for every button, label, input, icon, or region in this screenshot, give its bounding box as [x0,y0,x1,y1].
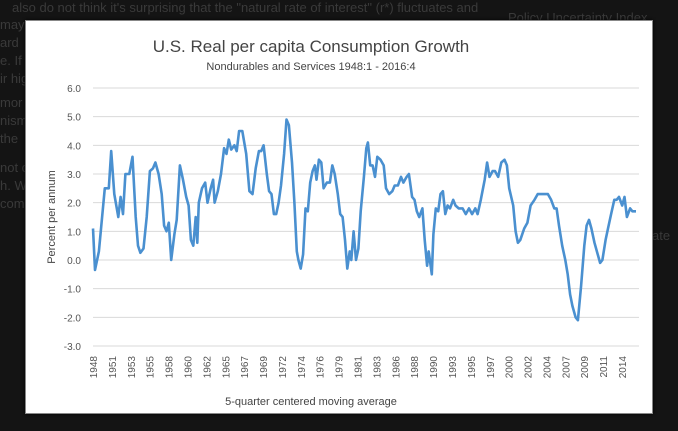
x-tick-label: 1993 [448,356,459,379]
y-tick-label: -3.0 [64,342,82,353]
background-sidebar-fragment: ate [652,228,671,243]
chart-title: U.S. Real per capita Consumption Growth [153,37,470,56]
x-tick-label: 2007 [561,356,572,379]
x-tick-label: 1969 [259,356,270,379]
background-text-line: com [0,196,25,211]
background-text-line: h. W [0,178,27,193]
x-tick-label: 2011 [599,356,610,378]
x-tick-label: 2004 [542,356,553,379]
y-tick-label: -1.0 [64,285,82,296]
x-tick-label: 1960 [183,356,194,379]
background-text-line: also do not think it's surprising that t… [12,0,479,15]
x-tick-label: 1983 [372,356,383,379]
x-tick-label: 1953 [127,356,138,379]
y-tick-label: 0.0 [67,256,81,267]
x-tick-label: 1997 [486,356,497,379]
y-tick-label: 4.0 [67,141,81,152]
x-tick-label: 2014 [618,356,629,379]
background-text-line: not c [0,160,29,175]
x-tick-label: 1955 [146,356,157,379]
x-tick-label: 2002 [524,356,535,379]
x-tick-label: 1965 [221,356,232,379]
background-text-line: e. If [0,53,22,68]
y-tick-label: -2.0 [64,313,82,324]
y-tick-label: 2.0 [67,199,81,210]
chart-subtitle: Nondurables and Services 1948:1 - 2016:4 [206,61,415,73]
x-tick-label: 2000 [505,356,516,379]
x-tick-label: 1979 [335,356,346,379]
x-axis-label: 5-quarter centered moving average [225,396,397,408]
x-tick-label: 1988 [410,356,421,379]
background-text-line: may [0,17,25,32]
x-tick-label: 1986 [391,356,402,379]
x-tick-label: 1995 [467,356,478,379]
x-tick-label: 1974 [297,356,308,379]
x-tick-label: 1967 [240,356,251,379]
y-tick-label: 3.0 [67,170,81,181]
chart-lightbox: U.S. Real per capita Consumption Growth … [25,20,653,414]
y-axis-label: Percent per annum [46,170,58,264]
background-text-line: the [0,131,19,146]
background-text-line: mor [0,95,23,110]
x-tick-label: 1990 [429,356,440,379]
y-tick-label: 5.0 [67,113,81,124]
y-tick-label: 1.0 [67,227,81,238]
y-tick-label: 6.0 [67,84,81,95]
x-tick-label: 1972 [278,356,289,379]
x-tick-label: 1981 [354,356,365,379]
x-tick-label: 1958 [165,356,176,379]
background-text-line: ard [0,35,19,50]
chart: U.S. Real per capita Consumption Growth … [46,37,639,408]
x-tick-label: 1951 [108,356,119,379]
series-line [91,118,636,322]
x-tick-label: 1962 [202,356,213,379]
background-text-line: ir hig [0,71,29,86]
x-tick-label: 2009 [580,356,591,379]
x-tick-label: 1976 [316,356,327,379]
background-text-line: nism [0,113,28,128]
x-tick-label: 1948 [89,356,100,379]
